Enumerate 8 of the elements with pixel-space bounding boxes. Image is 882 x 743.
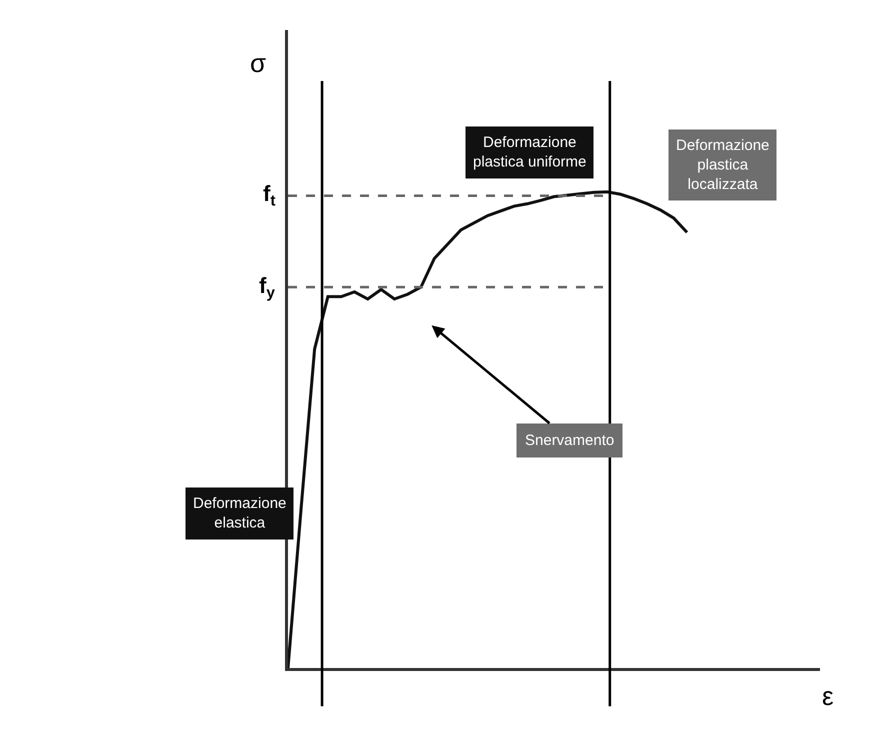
annotation: Deformazione plastica localizzata (676, 137, 770, 193)
text: Deformazione plastica uniforme (473, 134, 586, 170)
y-axis-title: σ (250, 48, 266, 78)
ref-line-label: f$_{y}$ (259, 273, 276, 302)
ref-line-label: f$_{t}$ (263, 181, 276, 210)
annotation: Deformazione elastica (193, 495, 286, 532)
annotation: Snervamento (525, 432, 614, 449)
x-axis-title: ε (822, 681, 834, 711)
